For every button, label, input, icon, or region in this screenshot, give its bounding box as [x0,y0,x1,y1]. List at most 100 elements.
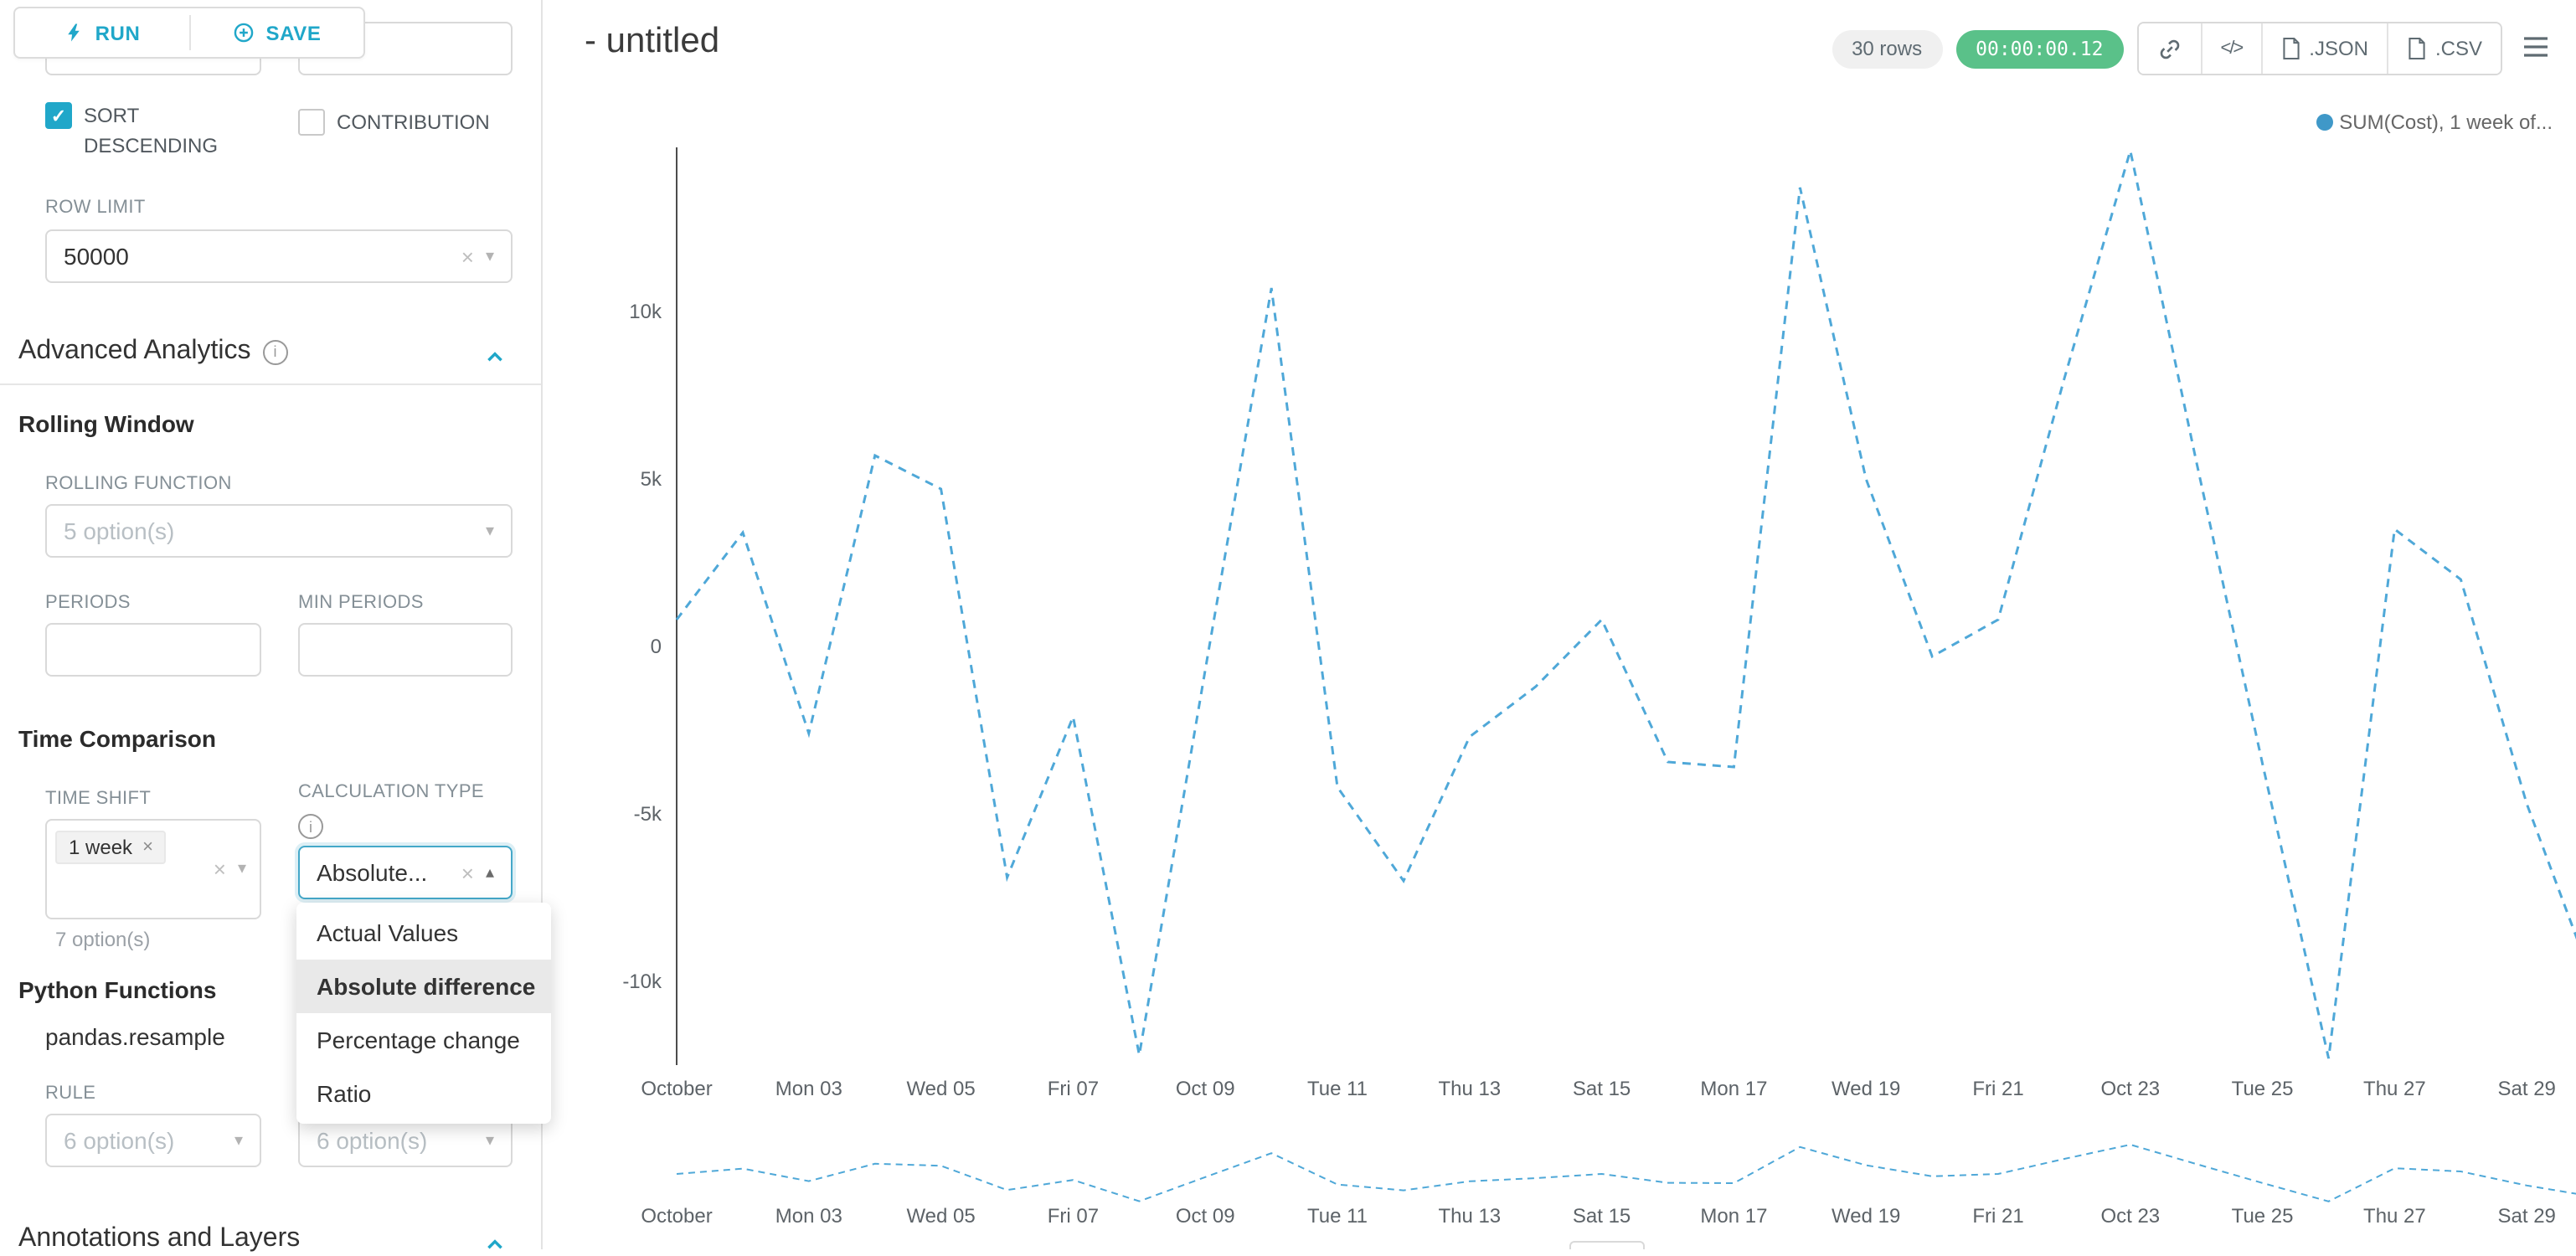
remove-tag-icon[interactable]: × [142,837,153,857]
export-button-group: </> .JSON .CSV [2136,22,2502,75]
row-limit-select[interactable]: 50000 × ▾ [45,229,513,283]
x-axis-tick-label: Thu 13 [1438,1205,1501,1228]
x-axis-tick-label: Mon 17 [1700,1205,1767,1228]
x-axis-tick-label: Thu 27 [2363,1205,2426,1228]
calculation-type-select[interactable]: Absolute... × ▴ [298,846,513,899]
clear-icon[interactable]: × [461,244,474,269]
menu-item-absolute-difference[interactable]: Absolute difference [296,960,551,1013]
x-axis-tick-label: Fri 07 [1048,1078,1099,1100]
time-shift-options-hint: 7 option(s) [55,928,151,951]
x-axis-tick-label: October [641,1205,712,1228]
rule-select[interactable]: 6 option(s) ▾ [45,1114,261,1167]
calculation-type-value: Absolute... [317,859,428,886]
preview-series-line[interactable] [676,1143,2576,1202]
hamburger-icon [2524,36,2548,56]
advanced-analytics-header[interactable]: Advanced Analytics i [18,337,288,367]
chevron-up-icon[interactable] [484,347,506,368]
view-query-button[interactable]: </> [2200,23,2261,74]
y-axis-tick-label: 10k [629,301,662,323]
caret-down-icon: ▾ [485,247,494,265]
section-divider [0,383,541,385]
x-axis-tick-label: Sat 15 [1573,1078,1631,1100]
copy-link-button[interactable] [2138,23,2201,74]
annotations-title: Annotations and Layers [18,1224,301,1253]
chevron-up-icon[interactable] [484,1234,506,1256]
time-shift-label: TIME SHIFT [45,789,152,809]
python-functions-title: Python Functions [18,976,217,1003]
x-axis-tick-label: Mon 03 [775,1205,842,1228]
toolbar-divider [188,15,190,50]
clear-icon[interactable]: × [213,857,226,882]
run-button[interactable]: RUN [15,8,188,57]
x-axis-tick-label: Oct 23 [2100,1205,2160,1228]
periods-input[interactable] [45,623,261,677]
x-axis-tick-label: Sat 29 [2498,1078,2556,1100]
menu-item-percentage-change[interactable]: Percentage change [317,1027,520,1053]
chart-legend[interactable]: SUM(Cost), 1 week of... [2316,111,2553,134]
info-icon: i [262,339,288,364]
menu-item-ratio[interactable]: Ratio [317,1080,372,1107]
x-axis-tick-label: Mon 03 [775,1078,842,1100]
menu-item-actual-values[interactable]: Actual Values [317,919,459,946]
x-axis-tick-label: Fri 07 [1048,1205,1099,1228]
x-axis-tick-label: Tue 25 [2232,1205,2294,1228]
save-button[interactable]: SAVE [190,8,363,57]
x-axis-tick-label: Sat 15 [1573,1205,1631,1228]
download-csv-button[interactable]: .CSV [2386,23,2501,74]
rows-badge: 30 rows [1832,29,1943,68]
legend-dot-icon [2316,114,2333,131]
contribution-checkbox[interactable]: CONTRIBUTION [298,107,533,137]
x-axis-tick-label: Tue 11 [1307,1205,1368,1228]
rolling-window-title: Rolling Window [18,410,194,437]
control-panel: RUN SAVE ✓ SORT DESCENDING CONTRIBUTION … [0,0,551,1253]
x-axis-tick-label: Sat 29 [2498,1205,2556,1228]
row-limit-label: ROW LIMIT [45,198,146,218]
chart-area: - untitled 30 rows 00:00:00.12 </> .JSON… [543,0,2576,1249]
periods-label: PERIODS [45,593,131,613]
header-actions: 30 rows 00:00:00.12 </> .JSON .CSV [1832,22,2556,75]
time-shift-select[interactable]: 1 week × × ▾ [45,819,261,919]
menu-button[interactable] [2516,28,2556,69]
clear-icon[interactable]: × [461,860,474,885]
min-periods-input[interactable] [298,623,513,677]
x-axis-tick-label: Mon 17 [1700,1078,1767,1100]
calculation-type-label: CALCULATION TYPE [298,782,484,802]
x-axis-tick-label: Tue 11 [1307,1078,1368,1100]
x-axis-tick-label: Oct 09 [1176,1078,1235,1100]
time-shift-tag: 1 week × [55,831,167,864]
download-json-button[interactable]: .JSON [2260,23,2387,74]
timer-badge: 00:00:00.12 [1955,29,2124,68]
x-axis-tick-label: Wed 19 [1832,1205,1900,1228]
sort-descending-label: SORT DESCENDING [84,104,219,157]
pandas-resample-label: pandas.resample [45,1023,225,1050]
y-axis-tick-label: -10k [622,970,662,993]
series-line[interactable] [675,150,2576,1059]
caret-up-icon: ▴ [485,863,494,882]
chart-title: - untitled [585,22,720,60]
checkbox-unchecked-icon[interactable] [298,109,325,136]
sort-descending-checkbox[interactable]: ✓ SORT DESCENDING [45,100,233,161]
rolling-function-select[interactable]: 5 option(s) ▾ [45,504,513,558]
x-axis-tick-label: Wed 05 [906,1078,975,1100]
min-periods-label: MIN PERIODS [298,593,424,613]
csv-button-label: .CSV [2434,37,2482,60]
json-button-label: .JSON [2309,37,2368,60]
x-axis-tick-label: Wed 05 [906,1205,975,1228]
caret-down-icon: ▾ [234,1131,243,1150]
file-icon [2409,37,2425,60]
rule-label: RULE [45,1084,96,1104]
x-axis-tick-label: Thu 13 [1438,1078,1501,1100]
checkbox-checked-icon[interactable]: ✓ [45,102,72,129]
x-axis-tick-label: Wed 19 [1832,1078,1900,1100]
rule-placeholder: 6 option(s) [64,1127,175,1154]
annotations-header[interactable]: Annotations and Layers [18,1224,300,1254]
y-axis-tick-label: 5k [641,468,662,491]
chart-canvas[interactable]: 10k 5k 0 -5k -10k October October Mon 03 Mon 03 W… [543,0,2576,1249]
run-save-toolbar: RUN SAVE [13,7,365,59]
info-icon: i [298,814,323,839]
y-axis-tick-label: -5k [634,803,662,826]
bolt-icon [67,23,80,42]
file-icon [2282,37,2299,60]
x-axis-tick-label: Oct 09 [1176,1205,1235,1228]
resize-handle[interactable] [1569,1241,1645,1249]
